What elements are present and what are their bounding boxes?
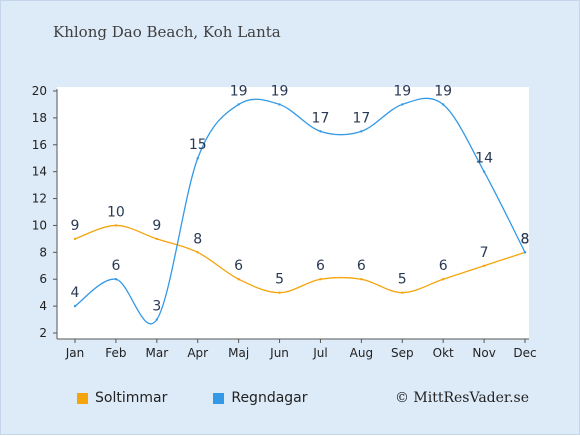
data-label-regndagar: 17 — [352, 110, 370, 126]
data-label-soltimmar: 8 — [521, 231, 530, 247]
data-point-regndagar — [237, 103, 240, 106]
y-tick-label: 2 — [39, 326, 47, 340]
data-label-regndagar: 3 — [152, 299, 161, 315]
series-line-soltimmar — [74, 224, 526, 294]
x-tick-label: Maj — [228, 346, 249, 360]
x-tick-label: Dec — [513, 346, 536, 360]
data-label-soltimmar: 10 — [107, 204, 125, 220]
series-line-regndagar — [74, 97, 526, 325]
data-point-soltimmar — [73, 237, 77, 241]
x-tick-label: Sep — [391, 346, 414, 360]
data-label-soltimmar: 8 — [193, 231, 202, 247]
x-tick-label: Jan — [65, 346, 85, 360]
data-point-regndagar — [278, 103, 281, 106]
data-label-regndagar: 19 — [434, 83, 452, 99]
y-tick-label: 6 — [39, 272, 47, 286]
x-tick-label: Feb — [105, 346, 126, 360]
data-label-regndagar: 19 — [271, 83, 289, 99]
y-tick-label: 12 — [32, 192, 47, 206]
data-point-soltimmar — [237, 278, 240, 281]
data-point-soltimmar — [196, 251, 199, 254]
data-point-soltimmar — [114, 224, 118, 227]
data-label-regndagar: 14 — [475, 151, 493, 167]
legend-swatch-regndagar — [213, 392, 225, 404]
data-point-regndagar — [155, 318, 159, 321]
data-label-soltimmar: 5 — [275, 272, 284, 288]
y-tick-label: 16 — [32, 138, 47, 152]
data-point-soltimmar — [401, 291, 404, 294]
data-point-regndagar — [73, 304, 77, 308]
y-tick-label: 4 — [39, 299, 47, 313]
data-label-soltimmar: 6 — [234, 258, 243, 274]
plot-area — [57, 87, 529, 339]
data-label-regndagar: 17 — [312, 110, 330, 126]
data-label-soltimmar: 6 — [357, 258, 366, 274]
x-tick-label: Nov — [472, 346, 495, 360]
x-tick-label: Aug — [350, 346, 373, 360]
data-point-soltimmar — [360, 278, 363, 281]
data-label-soltimmar: 9 — [71, 218, 80, 234]
data-point-regndagar — [319, 130, 322, 133]
data-label-soltimmar: 5 — [398, 272, 407, 288]
data-point-soltimmar — [482, 264, 486, 267]
data-label-regndagar: 4 — [71, 285, 80, 301]
data-point-soltimmar — [155, 237, 159, 241]
data-label-regndagar: 15 — [189, 137, 207, 153]
x-tick-label: Apr — [187, 346, 208, 360]
y-tick-label: 20 — [32, 84, 47, 98]
data-label-soltimmar: 9 — [152, 218, 161, 234]
legend-label-soltimmar: Soltimmar — [95, 390, 168, 406]
data-point-regndagar — [523, 251, 527, 254]
data-label-soltimmar: 7 — [480, 245, 489, 261]
data-point-regndagar — [360, 130, 363, 133]
data-label-soltimmar: 6 — [439, 258, 448, 274]
data-label-regndagar: 8 — [521, 231, 530, 247]
copyright-text: © MittResVader.se — [394, 390, 529, 406]
data-point-regndagar — [401, 103, 404, 106]
data-point-regndagar — [441, 103, 445, 106]
data-point-regndagar — [482, 170, 486, 173]
x-tick-label: Mar — [145, 346, 168, 360]
legend-label-regndagar: Regndagar — [231, 390, 308, 406]
data-label-regndagar: 6 — [111, 258, 120, 274]
chart-title: Khlong Dao Beach, Koh Lanta — [53, 23, 281, 41]
y-tick-label: 10 — [32, 218, 47, 232]
x-tick-label: Jun — [269, 346, 289, 360]
data-point-regndagar — [114, 278, 118, 281]
data-label-regndagar: 19 — [230, 83, 248, 99]
y-tick-label: 18 — [32, 111, 47, 125]
data-point-soltimmar — [441, 278, 445, 281]
y-tick-label: 8 — [39, 245, 47, 259]
legend-swatch-soltimmar — [77, 392, 88, 404]
data-point-regndagar — [196, 157, 199, 160]
x-tick-label: Jul — [312, 346, 327, 360]
data-point-soltimmar — [278, 291, 281, 294]
legend-item-regndagar: Regndagar — [213, 390, 308, 406]
data-point-soltimmar — [319, 278, 322, 281]
data-label-regndagar: 19 — [393, 83, 411, 99]
data-label-soltimmar: 6 — [316, 258, 325, 274]
legend-item-soltimmar: Soltimmar — [77, 390, 167, 406]
x-tick-label: Okt — [433, 346, 454, 360]
legend: Soltimmar Regndagar — [77, 390, 354, 406]
y-tick-label: 14 — [32, 165, 47, 179]
